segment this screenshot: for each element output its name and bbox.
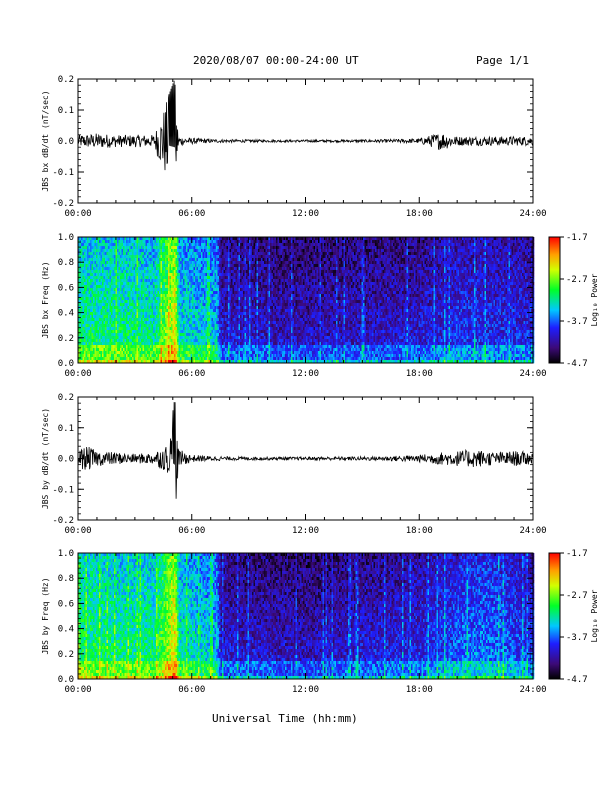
y-tick-label: 0.6 — [58, 283, 74, 293]
dbdt-trace-1 — [77, 80, 534, 171]
colorbar-tick-label: -1.7 — [566, 549, 588, 559]
x-tick-label: 18:00 — [406, 526, 433, 536]
y-tick-label: 0.2 — [58, 75, 74, 85]
x-tick-label: 06:00 — [178, 209, 205, 219]
y-axis-label: JBS bx dB/dt (nT/sec) — [41, 90, 50, 191]
y-tick-label: 1.0 — [58, 549, 74, 559]
x-axis-label: Universal Time (hh:mm) — [212, 712, 358, 725]
x-tick-label: 24:00 — [519, 526, 546, 536]
y-tick-label: 0.8 — [58, 574, 74, 584]
x-tick-label: 06:00 — [178, 685, 205, 695]
plot-title: 2020/08/07 00:00-24:00 UT — [193, 54, 359, 67]
y-tick-label: 0.8 — [58, 258, 74, 268]
x-tick-label: 00:00 — [64, 369, 91, 379]
y-tick-label: 0.4 — [58, 625, 74, 635]
y-tick-label: 0.1 — [58, 424, 74, 434]
x-tick-label: 18:00 — [406, 685, 433, 695]
spectrogram-2 — [78, 237, 535, 364]
colorbar-tick-label: -2.7 — [566, 275, 588, 285]
x-tick-label: 24:00 — [519, 685, 546, 695]
y-tick-label: -0.2 — [52, 199, 74, 209]
colorbar-tick-label: -2.7 — [566, 591, 588, 601]
x-tick-label: 00:00 — [64, 685, 91, 695]
y-axis-label: JBS bx Freq (Hz) — [41, 261, 50, 338]
y-tick-label: 0.4 — [58, 309, 74, 319]
y-axis-label: JBS by Freq (Hz) — [41, 577, 50, 654]
x-tick-label: 06:00 — [178, 369, 205, 379]
colorbar-tick-label: -4.7 — [566, 675, 588, 685]
panel-3: 00:00 06:00 12:00 18:00 24:00 0.2 0.1 0.0 -0.1 -0… — [41, 393, 547, 536]
x-tick-label: 00:00 — [64, 209, 91, 219]
dbdt-trace-3 — [77, 402, 534, 499]
colorbar-2 — [548, 236, 561, 364]
y-tick-label: 0.2 — [58, 334, 74, 344]
x-tick-label: 24:00 — [519, 369, 546, 379]
x-tick-label: 24:00 — [519, 209, 546, 219]
colorbar-label: Log₁₀ Power — [590, 273, 599, 326]
panel-2: -1.7 -2.7 -3.7 -4.7 Log₁₀ Power 00:00 06:00 12:… — [41, 233, 599, 379]
y-tick-label: 0.6 — [58, 599, 74, 609]
x-tick-label: 12:00 — [292, 526, 319, 536]
x-tick-label: 12:00 — [292, 209, 319, 219]
x-tick-label: 06:00 — [178, 526, 205, 536]
y-tick-label: 1.0 — [58, 233, 74, 243]
y-tick-label: 0.0 — [58, 137, 74, 147]
y-tick-label: -0.1 — [52, 485, 74, 495]
y-tick-label: 0.0 — [58, 675, 74, 685]
y-tick-label: 0.1 — [58, 106, 74, 116]
panel-1: 00:00 06:00 12:00 18:00 24:00 0.2 0.1 0.0 -0.1 -0… — [41, 75, 547, 219]
colorbar-4 — [548, 552, 561, 680]
colorbar-label: Log₁₀ Power — [590, 589, 599, 642]
x-tick-label: 18:00 — [406, 209, 433, 219]
spectrogram-4 — [78, 553, 535, 680]
y-tick-label: 0.2 — [58, 393, 74, 403]
y-tick-label: 0.0 — [58, 359, 74, 369]
page-label: Page 1/1 — [476, 54, 529, 67]
y-tick-label: -0.1 — [52, 168, 74, 178]
colorbar-tick-label: -1.7 — [566, 233, 588, 243]
colorbar-tick-label: -4.7 — [566, 359, 588, 369]
colorbar-tick-label: -3.7 — [566, 633, 588, 643]
colorbar-tick-label: -3.7 — [566, 317, 588, 327]
y-tick-label: -0.2 — [52, 516, 74, 526]
y-tick-label: 0.0 — [58, 455, 74, 465]
y-axis-label: JBS by dB/dt (nT/sec) — [41, 408, 50, 509]
x-tick-label: 12:00 — [292, 685, 319, 695]
x-tick-label: 18:00 — [406, 369, 433, 379]
x-tick-label: 12:00 — [292, 369, 319, 379]
panel-4: -1.7 -2.7 -3.7 -4.7 Log₁₀ Power 00:00 06:00 12:… — [41, 549, 599, 695]
y-tick-label: 0.2 — [58, 650, 74, 660]
x-tick-label: 00:00 — [64, 526, 91, 536]
